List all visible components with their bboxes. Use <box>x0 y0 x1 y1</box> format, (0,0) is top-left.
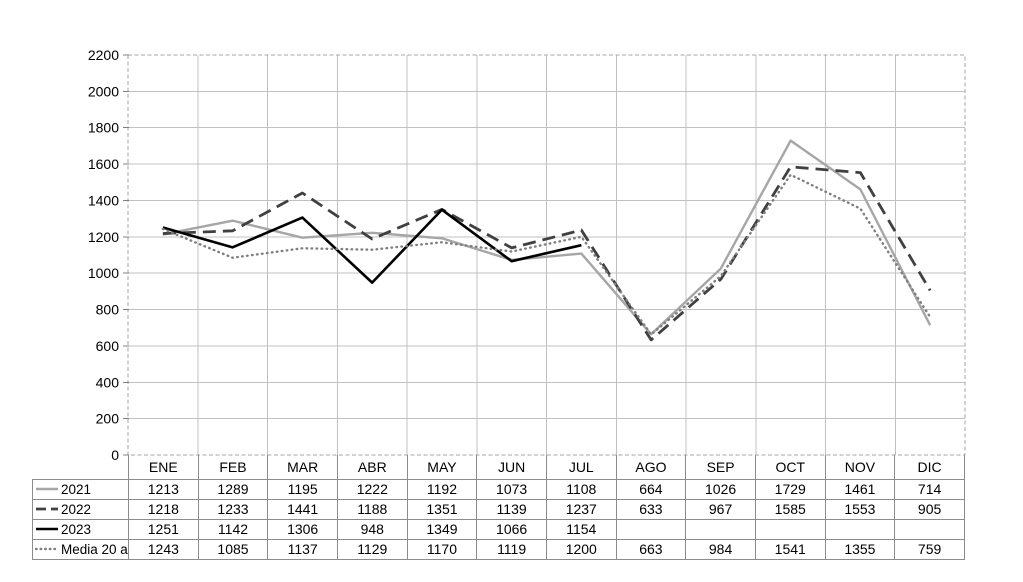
y-axis-label: 800 <box>96 302 120 318</box>
month-header: FEB <box>197 455 269 480</box>
table-cell: 1289 <box>197 478 269 500</box>
legend-label: 2021 <box>61 481 92 497</box>
table-cell: 1195 <box>267 478 338 500</box>
table-cell: 1461 <box>824 478 896 500</box>
legend-cell: 2021 <box>32 478 129 500</box>
month-header: MAR <box>267 455 338 480</box>
y-axis-label: 1800 <box>88 120 119 136</box>
table-cell: 1541 <box>754 538 826 560</box>
table-cell: 714 <box>894 478 965 500</box>
table-cell: 967 <box>685 498 756 520</box>
month-header: ENE <box>128 455 199 480</box>
table-cell: 1233 <box>197 498 269 520</box>
y-axis-label: 2000 <box>88 83 119 99</box>
y-axis-label: 1200 <box>88 229 119 245</box>
legend-cell: 2022 <box>32 498 129 520</box>
legend-label: 2023 <box>61 521 92 537</box>
table-cell <box>685 518 756 540</box>
table-cell: 1137 <box>267 538 338 560</box>
table-cell: 1192 <box>406 478 478 500</box>
y-axis-label: 0 <box>111 447 119 463</box>
table-corner-cell <box>33 455 129 479</box>
table-cell: 1351 <box>406 498 478 520</box>
month-header: SEP <box>685 455 756 480</box>
month-header: JUN <box>476 455 547 480</box>
table-cell: 1222 <box>336 478 408 500</box>
y-axis-label: 200 <box>96 411 120 427</box>
y-axis-label: 1000 <box>88 265 119 281</box>
series-line-media-20-a <box>161 173 932 336</box>
table-cell: 1142 <box>197 518 269 540</box>
table-row: 2022 1218 1233 1441 1188 1351 1139 1237 633 967 15… <box>32 498 965 520</box>
table-cell <box>894 518 965 540</box>
table-row: 2021 1213 1289 1195 1222 1192 1073 1108 664 1026 1… <box>32 478 965 500</box>
table-cell: 1349 <box>406 518 478 540</box>
table-cell: 1441 <box>267 498 338 520</box>
table-cell: 1108 <box>545 478 617 500</box>
table-cell: 1066 <box>476 518 547 540</box>
month-header: OCT <box>754 455 826 480</box>
table-row: 2023 1251 1142 1306 948 1349 1066 1154 <box>32 518 965 540</box>
legend-line-sample <box>36 487 58 491</box>
table-cell: 1243 <box>128 538 199 560</box>
month-header: ABR <box>336 455 408 480</box>
table-cell: 1026 <box>685 478 756 500</box>
legend-line-sample <box>35 547 59 551</box>
table-cell: 1553 <box>824 498 896 520</box>
table-cell: 1139 <box>476 498 547 520</box>
month-header: MAY <box>406 455 478 480</box>
table-cell: 663 <box>615 538 687 560</box>
table-header-row: ENE FEB MAR ABR MAY JUN JUL AGO SEP OCT NOV DIC <box>33 455 965 480</box>
table-cell: 1355 <box>824 538 896 560</box>
table-cell: 759 <box>894 538 965 560</box>
legend-label: 2022 <box>61 501 92 517</box>
month-header: AGO <box>615 455 687 480</box>
table-cell: 984 <box>685 538 756 560</box>
month-header: DIC <box>894 455 965 480</box>
legend-label: Media 20 a <box>61 541 128 557</box>
table-cell: 1200 <box>545 538 617 560</box>
table-cell: 1585 <box>754 498 826 520</box>
legend-cell: 2023 <box>32 518 129 540</box>
month-header: NOV <box>824 455 896 480</box>
table-cell: 1729 <box>754 478 826 500</box>
series-line-2021 <box>162 139 932 336</box>
table-cell: 1170 <box>406 538 478 560</box>
table-cell: 1251 <box>128 518 199 540</box>
table-cell: 1154 <box>545 518 617 540</box>
table-cell: 948 <box>336 518 408 540</box>
table-cell: 905 <box>894 498 965 520</box>
legend-line-sample <box>36 527 58 531</box>
y-axis-label: 1600 <box>88 156 119 172</box>
y-axis-label: 2200 <box>88 47 119 63</box>
table-cell: 1129 <box>336 538 408 560</box>
series-line-2022 <box>162 165 932 342</box>
y-axis-label: 600 <box>96 338 120 354</box>
table-cell <box>754 518 826 540</box>
y-axis-label: 1400 <box>88 192 119 208</box>
table-cell: 1085 <box>197 538 269 560</box>
table-cell: 1218 <box>128 498 199 520</box>
table-cell: 1119 <box>476 538 547 560</box>
table-cell: 1213 <box>128 478 199 500</box>
month-header: JUL <box>545 455 617 480</box>
legend-line-sample <box>36 507 58 511</box>
table-cell: 1306 <box>267 518 338 540</box>
table-cell <box>615 518 687 540</box>
table-cell: 1073 <box>476 478 547 500</box>
table-cell: 664 <box>615 478 687 500</box>
chart-data-table: ENE FEB MAR ABR MAY JUN JUL AGO SEP OCT NOV DIC 2021… <box>32 455 965 560</box>
series-line-2023 <box>162 208 582 284</box>
table-cell: 1237 <box>545 498 617 520</box>
table-cell: 633 <box>615 498 687 520</box>
table-row: Media 20 a 1243 1085 1137 1129 1170 1119 1200 66… <box>32 538 965 560</box>
legend-cell: Media 20 a <box>32 538 129 560</box>
y-axis-label: 400 <box>96 374 120 390</box>
table-cell: 1188 <box>336 498 408 520</box>
table-cell <box>824 518 896 540</box>
plot-border <box>127 54 966 456</box>
